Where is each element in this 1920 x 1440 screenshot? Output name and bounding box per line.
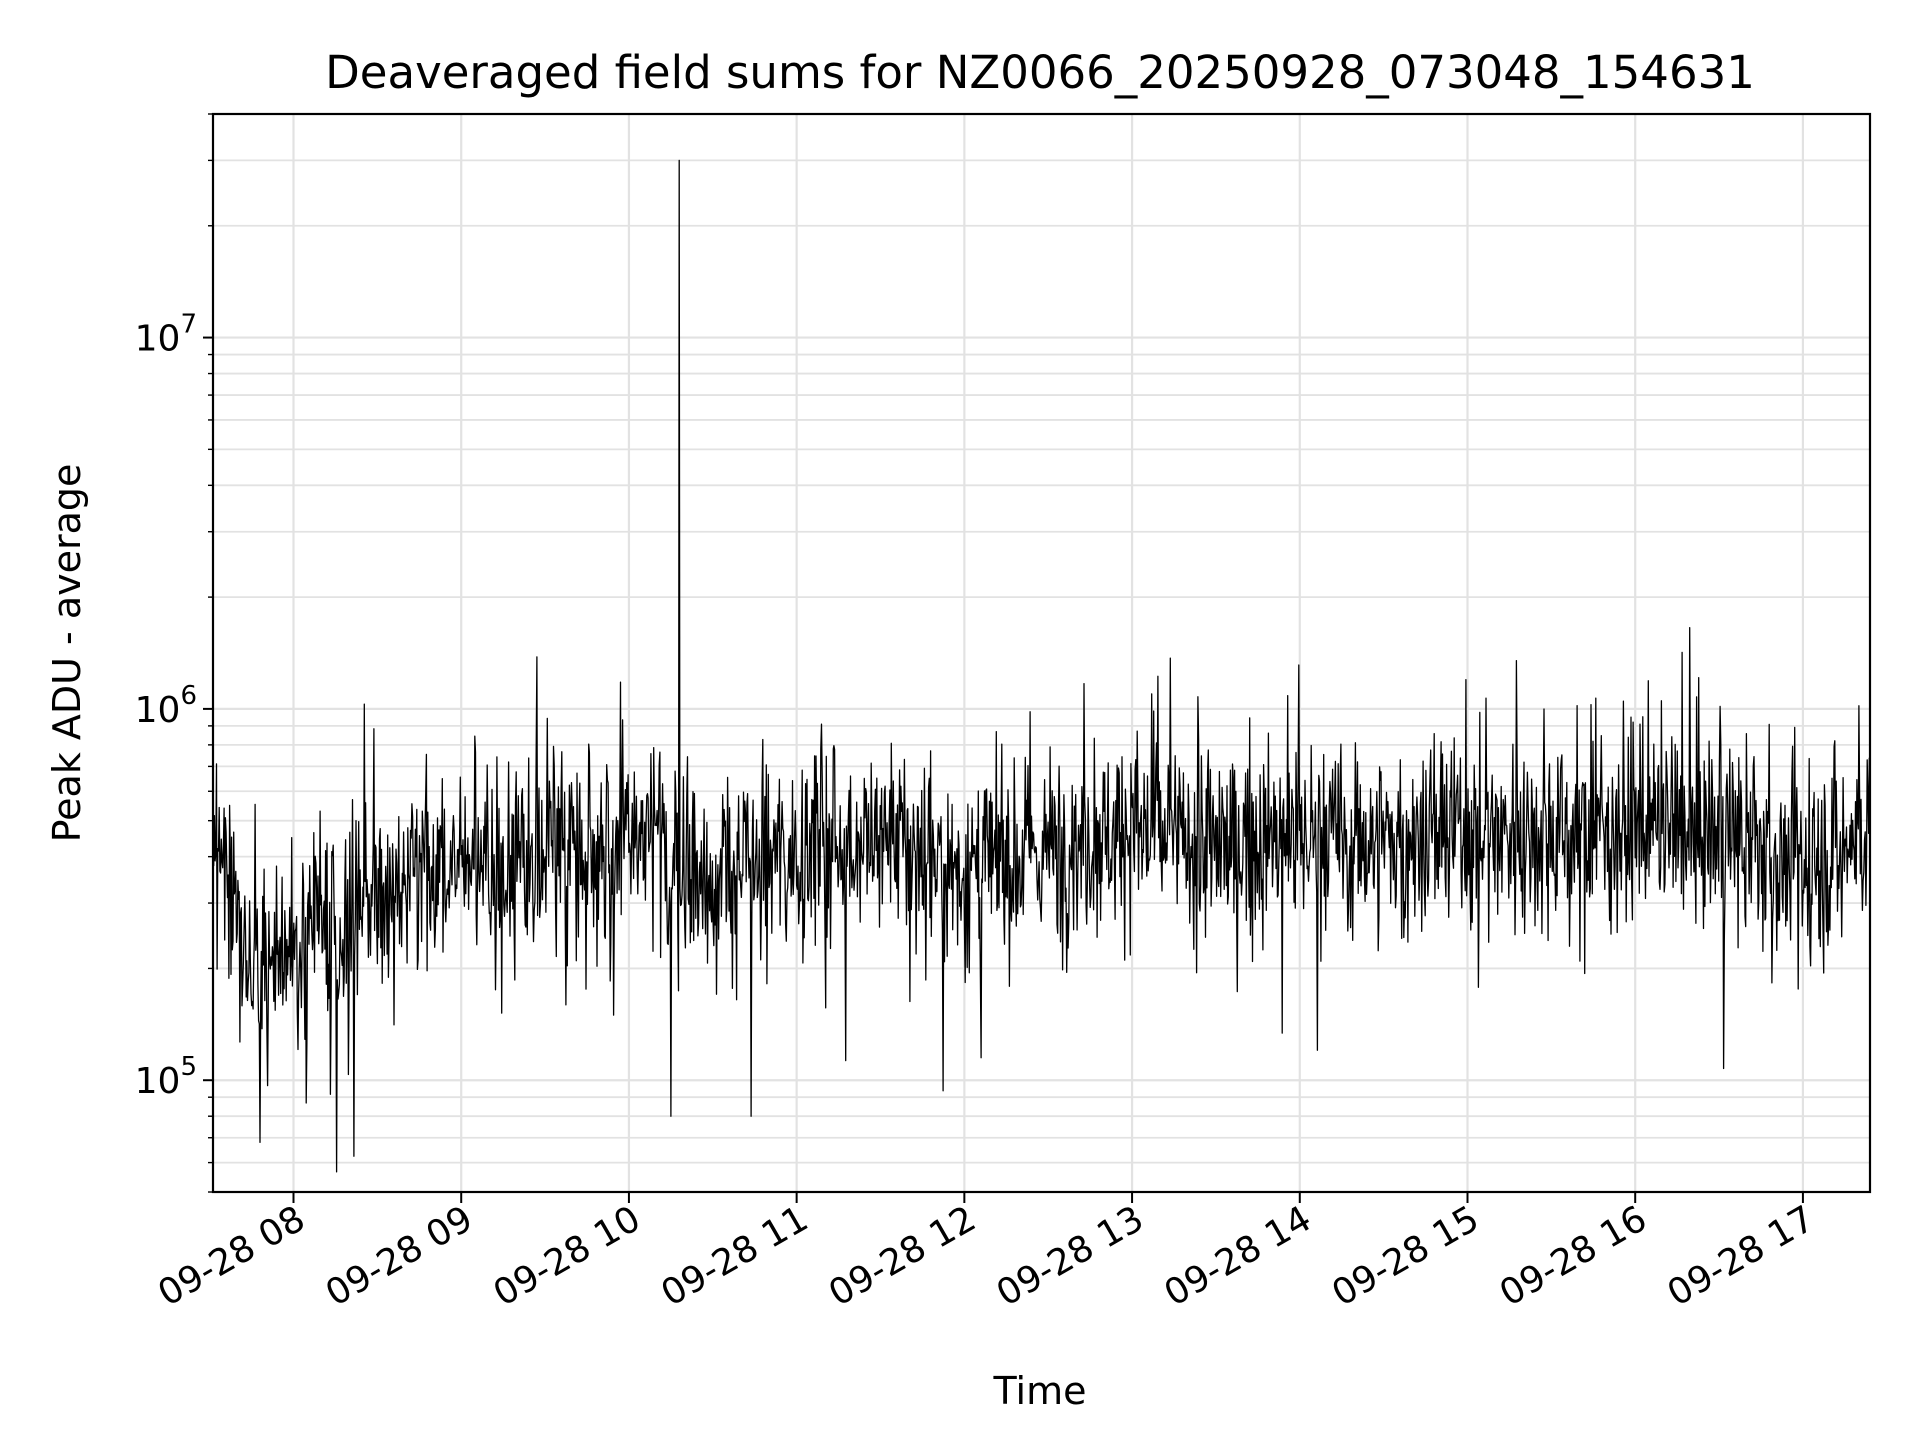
series (212, 159, 1871, 1173)
y-tick-label: 105 (135, 1052, 197, 1102)
plot-frame (211, 112, 1872, 1194)
y-tick-label: 106 (135, 681, 197, 731)
y-axis-ticks: 105 106 107 (135, 113, 213, 1193)
series-line (212, 159, 1871, 1173)
y-tick-label: 107 (135, 310, 197, 360)
x-axis-label: Time (993, 1369, 1087, 1413)
chart-title: Deaveraged field sums for NZ0066_2025092… (325, 46, 1755, 99)
y-axis-label: Peak ADU - average (45, 464, 89, 843)
